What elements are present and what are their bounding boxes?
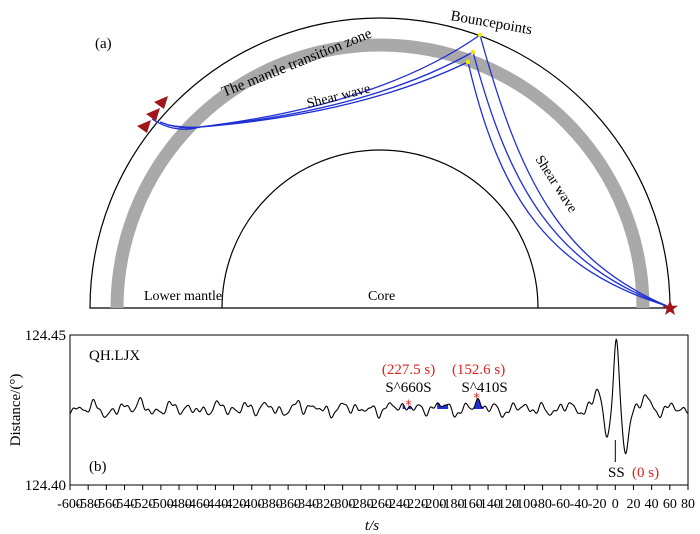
seismogram-frame (69, 334, 689, 486)
x-tick-label: -40 (570, 497, 589, 512)
core-boundary (221, 149, 539, 309)
seismogram-trace (69, 338, 689, 455)
x-axis-label: t/s (365, 518, 379, 534)
s660-marker-icon: * (405, 398, 412, 413)
mid-fill (437, 402, 449, 409)
x-tick-label: -500 (148, 497, 174, 512)
x-tick-label: -540 (112, 497, 138, 512)
panel-a-label: (a) (95, 36, 112, 52)
s410-phase-label: S^410S (461, 380, 507, 396)
s660-time-label: (227.5 s) (382, 362, 435, 378)
x-tick-label: -420 (221, 497, 247, 512)
transition-zone-band (110, 38, 650, 309)
source-star-icon (662, 300, 678, 315)
bounce-point-surface (477, 32, 483, 38)
x-tick-label: -560 (94, 497, 120, 512)
x-tick-label: -20 (588, 497, 607, 512)
x-tick-label: -220 (403, 497, 429, 512)
s410-marker-icon: * (473, 391, 480, 406)
y-tick-bottom: 124.40 (25, 478, 66, 494)
station-triangles (137, 96, 168, 133)
x-tick-label: -120 (493, 497, 519, 512)
x-axis-tick-labels: -600-580-560-540-520-500-480-460-440-420… (57, 497, 695, 512)
shear-wave-label-upper: Shear wave (305, 82, 372, 112)
station-triangle-icon (137, 120, 151, 133)
shear-wave-label-lower: Shear wave (532, 153, 580, 216)
x-tick-label: -280 (348, 497, 374, 512)
x-tick-label: -100 (512, 497, 538, 512)
bounce-point-410 (470, 49, 476, 55)
x-tick-label: -580 (75, 497, 101, 512)
panel-b: * * QH.LJX (b) (227.5 s) S^660S (152.6 s… (8, 328, 695, 534)
s660-phase-label: S^660S (385, 380, 431, 396)
earth-surface (89, 17, 671, 309)
y-axis-label: Distance/(°) (8, 374, 24, 447)
x-tick-label: -520 (130, 497, 156, 512)
x-tick-label: -360 (275, 497, 301, 512)
station-label: QH.LJX (89, 348, 140, 364)
ray-path-4 (479, 34, 668, 307)
x-tick-label: -60 (551, 497, 570, 512)
x-tick-label: -400 (239, 497, 265, 512)
station-triangle-icon (146, 108, 160, 121)
lower-mantle-label: Lower mantle (144, 289, 222, 304)
x-tick-label: -80 (533, 497, 552, 512)
panel-b-label: (b) (89, 459, 107, 475)
ray-paths (151, 34, 668, 307)
station-triangle-icon (154, 96, 168, 109)
x-tick-label: -440 (203, 497, 229, 512)
x-tick-label: -160 (457, 497, 483, 512)
x-tick-label: -600 (57, 497, 83, 512)
ray-path-6 (467, 61, 668, 307)
y-tick-top: 124.45 (25, 328, 66, 344)
x-tick-label: -300 (330, 497, 356, 512)
x-tick-label: -340 (293, 497, 319, 512)
ray-path-3 (167, 61, 469, 128)
bouncepoints-label: Bouncepoints (449, 8, 533, 38)
bounce-point-660 (465, 59, 471, 65)
x-tick-label: -320 (312, 497, 338, 512)
s660-fill (402, 403, 416, 409)
core-label: Core (368, 289, 395, 304)
s410-time-label: (152.6 s) (452, 362, 505, 378)
x-tick-label: 20 (626, 497, 640, 512)
x-tick-label: -480 (166, 497, 192, 512)
x-tick-label: 0 (612, 497, 619, 512)
ray-path-5 (472, 51, 668, 307)
x-tick-label: 60 (663, 497, 677, 512)
ss-time-label: (0 s) (632, 465, 659, 481)
s410-fill (470, 398, 484, 409)
x-tick-label: -460 (184, 497, 210, 512)
x-tick-label: -200 (421, 497, 447, 512)
x-tick-label: -380 (257, 497, 283, 512)
x-tick-label: -180 (439, 497, 465, 512)
ss-phase-label: SS (608, 465, 625, 481)
panel-a: (a) Bouncepoints The mantle transition z… (89, 8, 678, 315)
x-tick-label: -140 (475, 497, 501, 512)
ray-path-1 (151, 34, 481, 130)
x-tick-label: 40 (645, 497, 659, 512)
bounce-points (465, 32, 483, 65)
x-tick-label: 80 (681, 497, 695, 512)
x-tick-label: -240 (384, 497, 410, 512)
x-axis-ticks (69, 485, 689, 490)
x-tick-label: -260 (366, 497, 392, 512)
